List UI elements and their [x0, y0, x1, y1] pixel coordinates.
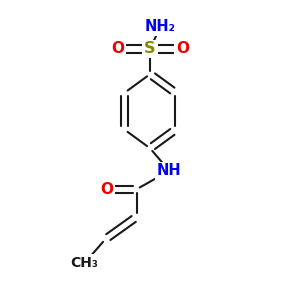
Text: NH: NH [157, 163, 182, 178]
Text: O: O [176, 41, 189, 56]
Text: O: O [111, 41, 124, 56]
Text: CH₃: CH₃ [71, 256, 98, 270]
Text: O: O [100, 182, 113, 197]
Text: S: S [144, 41, 156, 56]
Text: NH₂: NH₂ [145, 19, 176, 34]
